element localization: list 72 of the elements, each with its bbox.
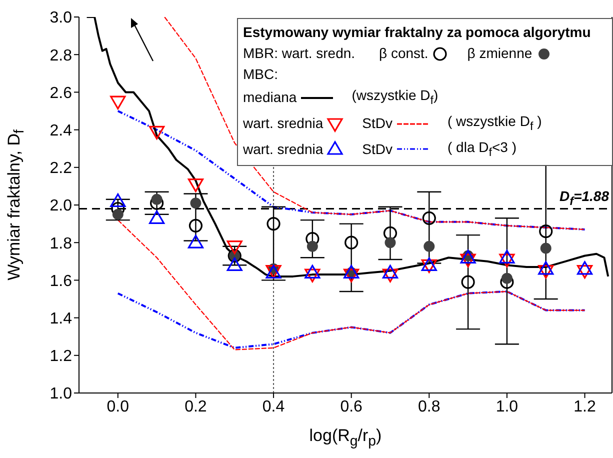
legend-label: StDv <box>362 115 392 132</box>
y-tick-label: 3.0 <box>50 10 72 27</box>
point <box>384 237 396 248</box>
point <box>151 194 162 205</box>
point <box>499 250 515 264</box>
point <box>188 178 204 192</box>
point <box>344 268 360 282</box>
point <box>149 126 165 140</box>
line-series <box>116 290 586 349</box>
point <box>188 234 204 248</box>
point <box>226 257 242 271</box>
x-axis-title: log(R$_{g}$/r$_{p}$) <box>309 426 382 450</box>
y-tick-label: 2.0 <box>50 198 72 215</box>
point <box>226 240 242 254</box>
point <box>501 272 512 284</box>
point <box>344 264 360 278</box>
y-tick-label: 1.6 <box>50 272 72 290</box>
point <box>306 232 320 246</box>
legend-label: wart. srednia <box>243 115 324 132</box>
x-tick-label: 0.6 <box>340 398 363 416</box>
x-tick-label: 1.2 <box>574 398 596 416</box>
point <box>383 226 398 240</box>
legend-label: wart. srednia <box>243 140 324 157</box>
point <box>422 211 436 225</box>
annotation: MBC: <box>243 66 278 82</box>
point <box>306 240 318 252</box>
point <box>576 265 593 279</box>
point <box>382 264 398 278</box>
point <box>382 268 398 282</box>
y-tick-label: 1.4 <box>50 310 72 328</box>
point <box>110 193 126 208</box>
point <box>112 208 124 220</box>
point <box>538 261 554 275</box>
point <box>460 254 476 268</box>
point <box>266 217 280 231</box>
point <box>304 268 320 282</box>
annotation: MBR: wart. sredn. <box>243 45 356 61</box>
point <box>304 264 320 278</box>
point <box>540 242 552 254</box>
legend-label: StDv <box>362 140 392 157</box>
point <box>149 210 165 224</box>
x-tick-label: 0.4 <box>262 398 285 416</box>
point <box>190 198 202 209</box>
legend-label: β const. <box>379 45 428 61</box>
legend-label: β zmienne <box>467 45 532 61</box>
y-tick-label: 2.6 <box>50 84 72 102</box>
point <box>499 254 515 268</box>
annotation: (wszystkie D$_{f}$) <box>352 87 438 107</box>
annotation: ( wszystkie D$_{f}$ ) <box>448 112 542 133</box>
point <box>188 218 203 232</box>
annotation: D$_{f}$=1.88 <box>560 188 609 208</box>
point <box>461 275 475 289</box>
x-tick-label: 0.2 <box>184 398 207 416</box>
legend-label: mediana <box>243 89 297 106</box>
point <box>576 261 593 275</box>
point <box>110 96 126 110</box>
point <box>539 224 553 238</box>
x-tick-label: 0.0 <box>106 398 130 416</box>
y-tick-label: 1.8 <box>50 235 72 252</box>
point <box>424 240 435 252</box>
y-tick-label: 2.8 <box>50 47 72 64</box>
x-tick-label: 0.8 <box>418 398 440 416</box>
y-tick-label: 1.0 <box>50 386 72 403</box>
legend-title: Estymowany wymiar fraktalny za pomoca algorytmu <box>243 24 591 40</box>
y-tick-label: 2.4 <box>50 122 72 140</box>
y-tick-label: 1.2 <box>50 348 72 366</box>
x-tick-label: 1.0 <box>496 398 518 416</box>
point <box>344 236 358 250</box>
point <box>538 265 554 279</box>
point <box>460 250 476 264</box>
y-tick-label: 2.2 <box>50 160 72 178</box>
annotation: ( dla D$_{f}$<3 ) <box>448 138 516 158</box>
